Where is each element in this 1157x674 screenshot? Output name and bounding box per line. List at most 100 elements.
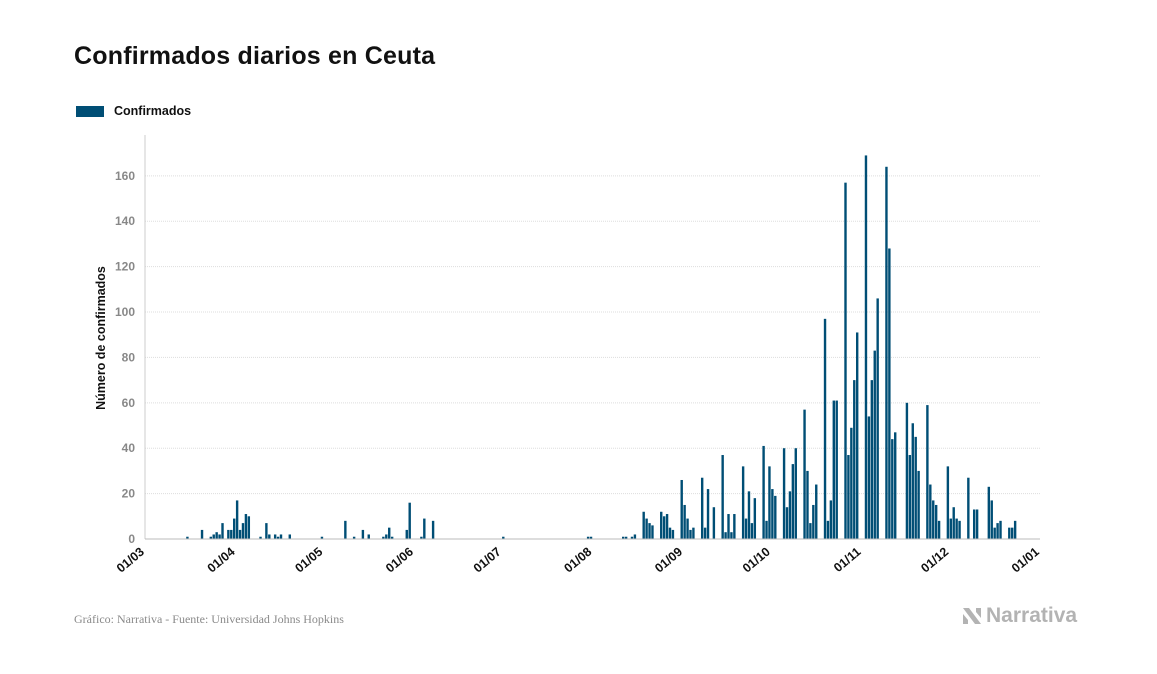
bar	[987, 486, 991, 539]
bar	[209, 536, 213, 539]
y-tick-label: 40	[122, 441, 136, 455]
bar	[227, 529, 230, 539]
bar	[721, 455, 724, 539]
bar	[724, 532, 727, 539]
x-tick-label: 01/10	[740, 545, 773, 576]
bar	[622, 536, 625, 539]
bar	[361, 529, 365, 539]
bar	[642, 511, 645, 539]
bar	[212, 534, 215, 539]
x-tick-label: 01/09	[652, 545, 685, 576]
bar	[850, 427, 853, 539]
bar	[218, 534, 221, 539]
bar	[803, 409, 806, 539]
bar	[926, 405, 929, 539]
bar	[952, 507, 955, 539]
bar	[791, 464, 795, 539]
bar	[832, 400, 835, 539]
bar	[244, 514, 248, 539]
bar	[929, 484, 932, 539]
bar	[847, 455, 850, 539]
bar	[809, 523, 812, 539]
bar	[873, 350, 876, 539]
bar	[385, 534, 388, 539]
y-axis-title: Número de confirmados	[94, 266, 108, 410]
bar	[891, 439, 894, 539]
bar	[703, 527, 707, 539]
bar	[276, 536, 280, 539]
bar	[741, 466, 745, 539]
bar	[806, 470, 809, 539]
bar	[683, 504, 686, 539]
bar	[876, 298, 879, 539]
bar	[344, 520, 347, 539]
bar	[382, 536, 385, 539]
bar	[648, 523, 651, 539]
bar	[680, 479, 683, 539]
bar	[686, 518, 689, 539]
legend-swatch	[76, 105, 104, 117]
bar	[388, 527, 391, 539]
bar	[730, 532, 733, 539]
bar	[856, 332, 859, 539]
narrativa-logo-icon	[963, 608, 981, 624]
bar	[958, 520, 961, 539]
bar	[671, 529, 675, 539]
bar	[390, 536, 394, 539]
y-tick-label: 60	[122, 396, 136, 410]
bar	[651, 525, 654, 539]
bar	[247, 516, 251, 539]
x-tick-label: 01/06	[383, 545, 416, 576]
bar	[885, 166, 888, 539]
bar	[788, 491, 792, 539]
bar	[815, 484, 818, 539]
bar	[200, 529, 204, 539]
x-tick-label: 01/03	[114, 545, 147, 576]
bar	[692, 527, 695, 539]
bar	[405, 529, 408, 539]
bar	[431, 520, 435, 539]
bar	[812, 504, 815, 539]
bar	[1013, 520, 1017, 539]
bar	[750, 523, 754, 539]
bar	[1008, 527, 1011, 539]
bar	[712, 507, 716, 539]
bar	[911, 423, 914, 539]
x-tick-label: 01/11	[831, 545, 863, 575]
chart-title: Confirmados diarios en Ceuta	[74, 42, 436, 70]
y-tick-label: 80	[122, 350, 136, 364]
bar	[967, 477, 970, 539]
bar	[221, 523, 224, 539]
bar	[633, 534, 637, 539]
bar	[624, 536, 628, 539]
bar	[733, 514, 736, 539]
bar	[700, 477, 704, 539]
bar	[320, 536, 324, 539]
bar	[502, 536, 505, 539]
bar	[914, 436, 917, 539]
bar	[660, 511, 663, 539]
bar	[279, 534, 283, 539]
bar	[268, 534, 271, 539]
bar	[352, 536, 356, 539]
bar	[589, 536, 593, 539]
bar	[867, 416, 871, 539]
bar	[870, 380, 874, 539]
x-tick-label: 01/05	[292, 545, 325, 576]
bar	[826, 520, 830, 539]
legend-label: Confirmados	[114, 104, 192, 118]
x-tick-label: 01/12	[918, 545, 951, 576]
bar	[762, 445, 765, 539]
bar	[932, 500, 935, 539]
bar	[1011, 527, 1014, 539]
bar	[894, 432, 897, 539]
bar	[186, 536, 189, 539]
bar	[215, 532, 218, 539]
bar	[782, 448, 786, 539]
bar	[668, 527, 672, 539]
y-tick-label: 140	[115, 214, 135, 228]
bar	[990, 500, 993, 539]
bar	[996, 523, 999, 539]
bar	[630, 536, 634, 539]
